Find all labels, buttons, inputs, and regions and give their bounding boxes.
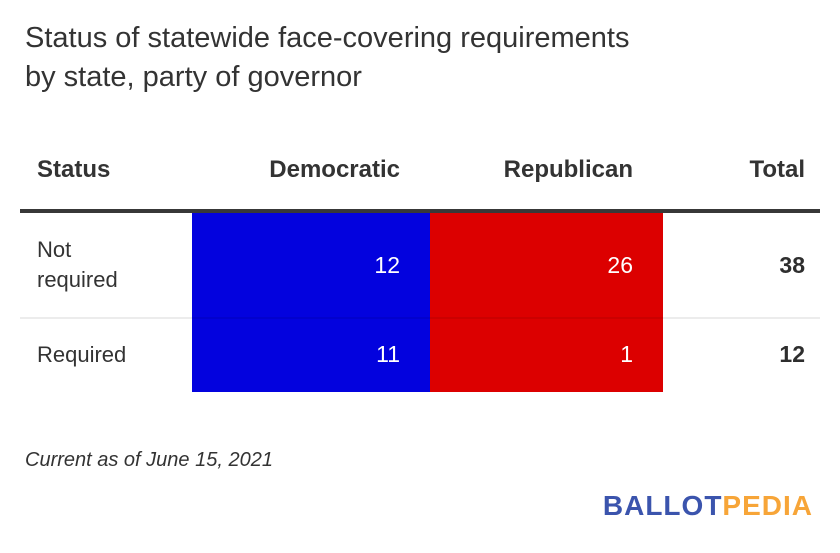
ballotpedia-logo: BALLOTPEDIA xyxy=(603,490,813,522)
status-by-party-table: Status Democratic Republican Total Not r… xyxy=(20,131,820,392)
column-header-republican: Republican xyxy=(503,156,633,183)
cell-republican-required: 1 xyxy=(430,317,663,392)
row-label-text: Required xyxy=(37,341,127,367)
democratic-required-value: 11 xyxy=(376,341,400,367)
column-header-democratic: Democratic xyxy=(269,156,400,183)
cell-republican-not-required: 26 xyxy=(430,213,663,317)
cell-total-not-required: 38 xyxy=(663,213,820,317)
republican-not-required-value: 26 xyxy=(607,251,633,278)
total-not-required-value: 38 xyxy=(779,251,805,278)
ballotpedia-logo-pedia: PEDIA xyxy=(722,490,813,521)
page-title-line-2: by state, party of governor xyxy=(25,61,362,93)
current-as-of-note: Current as of June 15, 2021 xyxy=(25,449,273,471)
cell-democratic-not-required: 12 xyxy=(192,213,430,317)
table-row-not-required: Not required 12 26 38 xyxy=(20,213,820,317)
table-body: Not required 12 26 38 Required 11 1 xyxy=(20,213,820,392)
page-title: Status of statewide face-covering requir… xyxy=(25,19,815,97)
table-row-required: Required 11 1 12 xyxy=(20,317,820,392)
row-separator xyxy=(20,317,820,319)
column-header-total: Total xyxy=(749,156,805,183)
column-header-status: Status xyxy=(37,156,111,183)
header-rule xyxy=(20,209,820,213)
democratic-not-required-value: 12 xyxy=(374,251,400,278)
cell-total-required: 12 xyxy=(663,317,820,392)
row-label-required: Required xyxy=(20,317,192,392)
table-header-row: Status Democratic Republican Total xyxy=(20,131,820,209)
row-label-text: Not required xyxy=(37,237,118,292)
row-label-not-required: Not required xyxy=(20,213,192,317)
ballotpedia-logo-ballot: BALLOT xyxy=(602,490,723,521)
cell-democratic-required: 11 xyxy=(192,317,430,392)
page-title-line-1: Status of statewide face-covering requir… xyxy=(25,22,630,54)
total-required-value: 12 xyxy=(779,341,805,367)
republican-required-value: 1 xyxy=(620,341,633,367)
